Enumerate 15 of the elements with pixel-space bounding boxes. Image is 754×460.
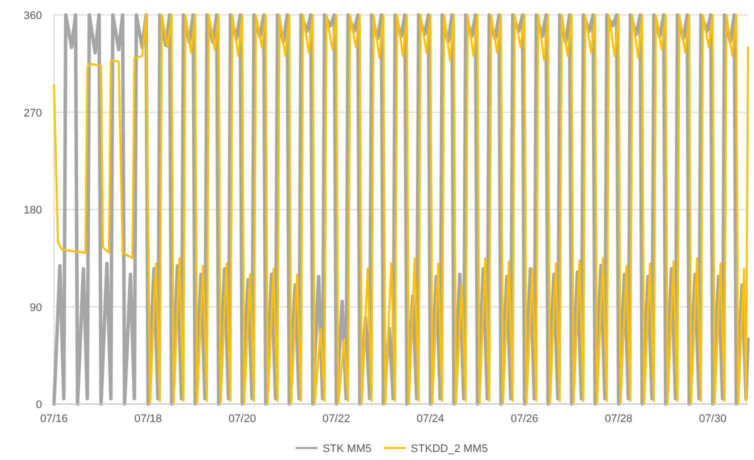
x-tick-label: 07/16 bbox=[40, 413, 68, 425]
legend-label: STK MM5 bbox=[322, 443, 372, 455]
x-tick-label: 07/26 bbox=[510, 413, 538, 425]
y-tick-label: 90 bbox=[30, 302, 42, 314]
x-tick-label: 07/22 bbox=[322, 413, 350, 425]
y-tick-label: 270 bbox=[24, 107, 42, 120]
x-tick-label: 07/28 bbox=[604, 413, 632, 425]
x-tick-label: 07/18 bbox=[134, 413, 162, 425]
x-tick-label: 07/20 bbox=[228, 413, 256, 425]
y-tick-label: 180 bbox=[24, 204, 42, 216]
legend-label: STKDD_2 MM5 bbox=[410, 443, 488, 455]
y-tick-label: 0 bbox=[36, 399, 42, 411]
x-tick-label: 07/30 bbox=[698, 413, 726, 425]
x-tick-label: 07/24 bbox=[416, 413, 444, 425]
y-tick-label: 360 bbox=[24, 10, 42, 22]
